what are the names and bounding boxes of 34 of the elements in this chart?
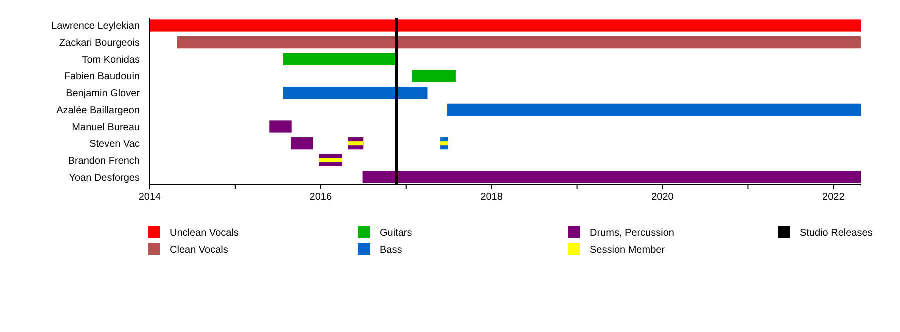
legend-label: Drums, Percussion — [590, 228, 674, 239]
legend-label: Guitars — [380, 228, 412, 239]
bar — [348, 142, 364, 146]
bar — [440, 142, 448, 146]
bar — [412, 70, 456, 82]
y-tick-label: Azalée Baillargeon — [56, 105, 140, 116]
x-tick-label: 2014 — [138, 192, 162, 203]
x-tick-label: 2020 — [652, 192, 674, 203]
legend-label: Bass — [380, 245, 402, 256]
bar — [447, 104, 861, 116]
y-tick-label: Brandon French — [68, 156, 140, 167]
y-tick-label: Steven Vac — [90, 139, 140, 150]
x-tick-label: 2018 — [480, 192, 504, 203]
x-tick-label: 2022 — [822, 192, 846, 203]
bar — [291, 138, 314, 150]
bar — [283, 53, 397, 66]
legend-label: Session Member — [590, 245, 666, 256]
bar — [270, 120, 292, 133]
bar — [362, 171, 861, 184]
bar — [177, 36, 861, 49]
bar — [283, 87, 428, 100]
y-tick-label: Yoan Desforges — [69, 172, 140, 184]
y-tick-label: Lawrence Leylekian — [52, 21, 140, 32]
y-tick-label: Zackari Bourgeois — [59, 38, 140, 50]
y-tick-label: Tom Konidas — [82, 54, 140, 66]
bar — [319, 158, 342, 162]
legend-label: Unclean Vocals — [170, 228, 239, 239]
y-tick-label: Benjamin Glover — [66, 88, 141, 100]
legend-label: Clean Vocals — [170, 245, 228, 256]
y-tick-label: Fabien Baudouin — [64, 72, 140, 83]
x-tick-label: 2016 — [310, 192, 332, 203]
bar — [150, 20, 861, 32]
y-tick-label: Manuel Bureau — [72, 122, 140, 134]
legend-label: Studio Releases — [800, 228, 873, 239]
